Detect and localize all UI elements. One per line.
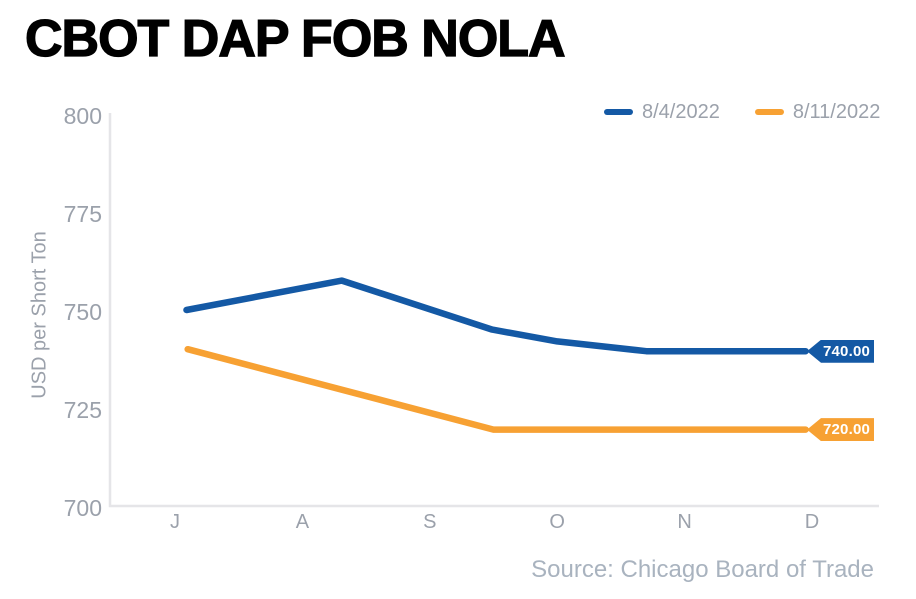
- legend-swatch-blue: [604, 109, 633, 115]
- chart-title: CBOT DAP FOB NOLA: [24, 9, 566, 68]
- legend-item-series-2: 8/11/2022: [754, 100, 881, 124]
- end-value-tag-orange: 720.00: [807, 418, 874, 442]
- x-tick-S: S: [423, 511, 437, 533]
- x-tick-N: N: [677, 511, 692, 533]
- legend-label-series-1: 8/4/2022: [642, 100, 720, 123]
- x-tick-D: D: [804, 511, 820, 533]
- legend-swatch-orange: [754, 109, 784, 115]
- y-tick-725: 725: [63, 396, 102, 423]
- series-line-1: [183, 277, 809, 355]
- y-tick-700: 700: [63, 494, 102, 521]
- end-value-tag-blue: 740.00: [807, 339, 874, 363]
- axis-lines: [108, 113, 879, 508]
- y-tick-750: 750: [63, 298, 102, 325]
- x-tick-O: O: [549, 511, 565, 533]
- y-tick-800: 800: [63, 102, 102, 129]
- source-credit: Source: Chicago Board of Trade: [531, 556, 874, 583]
- x-tick-A: A: [295, 511, 310, 533]
- legend: 8/4/2022 8/11/2022: [604, 100, 880, 124]
- legend-item-series-1: 8/4/2022: [604, 101, 720, 124]
- x-tick-J: J: [170, 511, 180, 533]
- y-tick-775: 775: [63, 200, 102, 227]
- series-line-2: [184, 345, 809, 433]
- legend-label-series-2: 8/11/2022: [792, 100, 881, 123]
